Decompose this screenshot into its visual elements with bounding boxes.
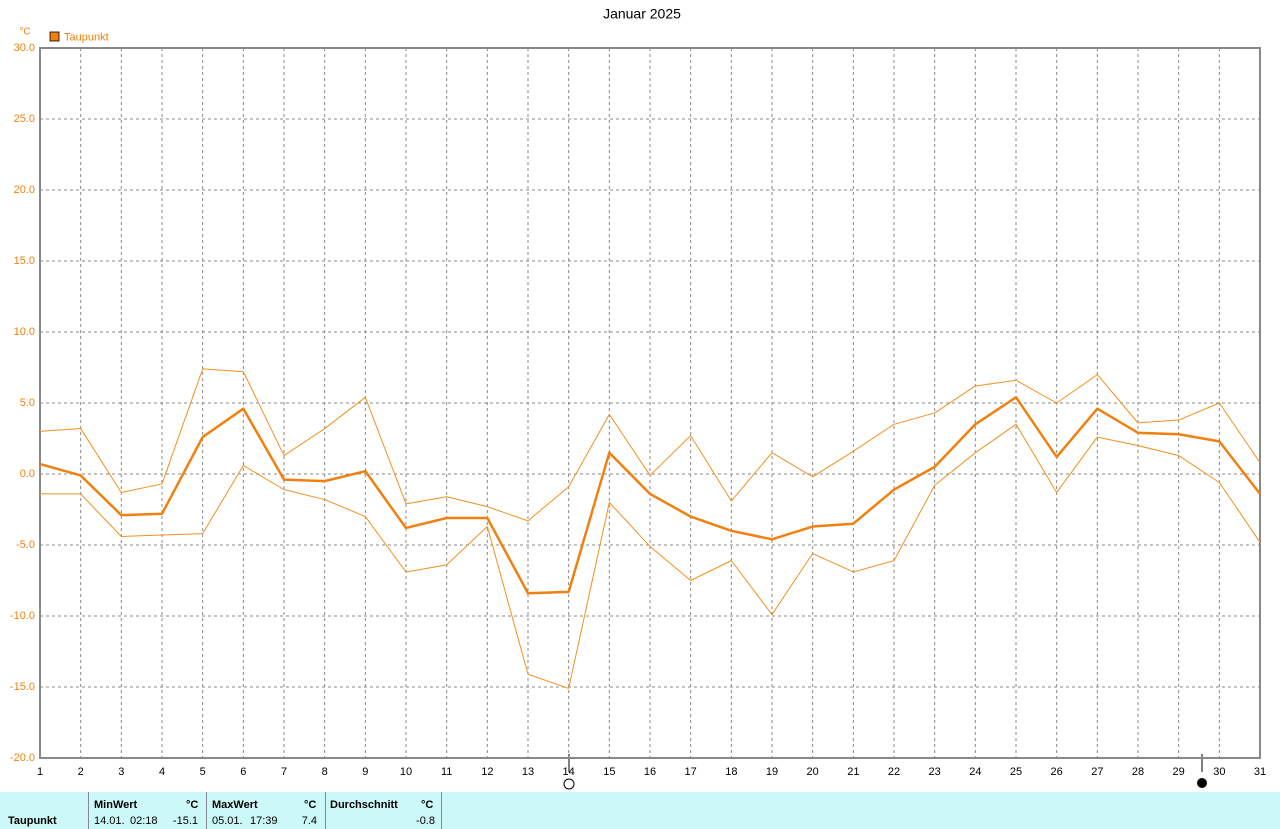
max-value: 7.4 — [301, 815, 317, 827]
plot-frame — [39, 47, 1261, 759]
x-tick-label: 27 — [1091, 766, 1103, 778]
min-date: 14.01. — [94, 815, 125, 827]
x-tick-label: 20 — [807, 766, 819, 778]
moon-icon — [563, 778, 575, 790]
x-tick-label: 15 — [603, 766, 615, 778]
y-tick-label: 25.0 — [14, 113, 35, 125]
max-date: 05.01. — [212, 815, 243, 827]
max-time: 17:39 — [250, 815, 278, 827]
x-tick-label: 10 — [400, 766, 412, 778]
x-tick-label: 26 — [1051, 766, 1063, 778]
x-tick-label: 3 — [118, 766, 124, 778]
x-tick-label: 28 — [1132, 766, 1144, 778]
moon-icon — [1197, 778, 1207, 788]
separator — [206, 792, 207, 829]
chart-title: Januar 2025 — [603, 6, 681, 22]
y-tick-label: -15.0 — [10, 681, 35, 693]
avg-unit: °C — [421, 799, 434, 811]
y-tick-label: -5.0 — [16, 539, 35, 551]
x-tick-label: 24 — [969, 766, 981, 778]
line — [39, 396, 1261, 595]
x-tick-label: 30 — [1213, 766, 1225, 778]
y-tick-label: 0.0 — [20, 468, 35, 480]
y-axis-label: °C — [19, 27, 30, 38]
x-tick-label: 6 — [240, 766, 246, 778]
avg-value: -0.8 — [416, 815, 435, 827]
y-tick-label: 30.0 — [14, 42, 35, 54]
x-tick-label: 21 — [847, 766, 859, 778]
x-tick-label: 4 — [159, 766, 165, 778]
x-tick-label: 11 — [441, 766, 452, 778]
x-tick-label: 8 — [322, 766, 328, 778]
y-tick-label: 15.0 — [14, 255, 35, 267]
max-label: MaxWert — [212, 799, 258, 811]
legend-swatch — [49, 31, 60, 42]
summary-name: Taupunkt — [8, 815, 57, 827]
avg-label: Durchschnitt — [330, 799, 398, 811]
x-tick-label: 18 — [725, 766, 737, 778]
x-tick-label: 23 — [929, 766, 941, 778]
line — [39, 368, 1261, 522]
x-tick-label: 2 — [78, 766, 84, 778]
y-tick-label: -20.0 — [10, 752, 35, 764]
max-unit: °C — [304, 799, 317, 811]
legend-label: Taupunkt — [64, 31, 109, 43]
x-tick-label: 7 — [281, 766, 287, 778]
x-tick-label: 16 — [644, 766, 656, 778]
x-tick-label: 17 — [685, 766, 697, 778]
min-label: MinWert — [94, 799, 138, 811]
x-tick-label: 5 — [200, 766, 206, 778]
x-tick-label: 29 — [1173, 766, 1185, 778]
min-time: 02:18 — [130, 815, 158, 827]
line — [40, 423, 1261, 689]
x-tick-label: 13 — [522, 766, 534, 778]
y-tick-label: -10.0 — [10, 610, 35, 622]
x-tick-label: 22 — [888, 766, 900, 778]
y-tick-label: 10.0 — [14, 326, 35, 338]
separator — [88, 792, 89, 829]
x-tick-label: 1 — [37, 766, 43, 778]
x-tick-label: 25 — [1010, 766, 1022, 778]
x-tick-label: 9 — [362, 766, 368, 778]
x-tick-label: 31 — [1254, 766, 1266, 778]
separator — [441, 792, 442, 829]
chart: Januar 2025 °C 30.0 25.0 20.0 15.0 10.0 5.0 0.… — [10, 6, 1266, 790]
x-tick-label: 14 — [563, 766, 575, 778]
min-unit: °C — [186, 799, 199, 811]
summary-panel: Taupunkt MinWert °C 14.01. 02:18 -15.1 M… — [0, 792, 1280, 829]
min-value: -15.1 — [172, 815, 198, 827]
y-tick-label: 20.0 — [14, 184, 35, 196]
separator — [325, 792, 326, 829]
x-tick-label: 12 — [481, 766, 493, 778]
y-tick-label: 5.0 — [20, 397, 35, 409]
x-tick-label: 19 — [766, 766, 778, 778]
